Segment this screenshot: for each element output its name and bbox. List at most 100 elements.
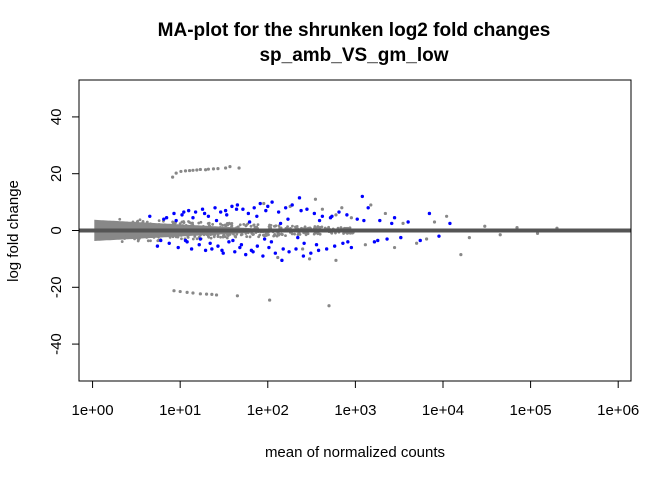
band-point bbox=[228, 232, 232, 235]
band-point bbox=[257, 235, 261, 239]
band-point bbox=[181, 224, 185, 227]
band-point bbox=[226, 222, 229, 226]
band-point bbox=[304, 233, 308, 237]
point-not-significant bbox=[178, 289, 182, 294]
point-significant bbox=[320, 214, 325, 219]
point-significant bbox=[273, 251, 278, 255]
point-not-significant bbox=[262, 201, 266, 206]
x-tick-label: 1e+00 bbox=[71, 402, 113, 419]
point-significant bbox=[225, 213, 229, 217]
point-significant bbox=[197, 242, 201, 247]
band-point bbox=[145, 221, 149, 225]
point-not-significant bbox=[228, 165, 232, 169]
point-significant bbox=[220, 248, 224, 253]
point-not-significant bbox=[301, 247, 305, 251]
band-point bbox=[216, 235, 220, 238]
point-not-significant bbox=[185, 290, 189, 295]
band-point bbox=[161, 223, 164, 227]
band-point bbox=[172, 233, 176, 237]
non-significant-points bbox=[171, 165, 559, 308]
band-point bbox=[345, 231, 349, 235]
band-point bbox=[182, 231, 186, 235]
point-significant bbox=[345, 213, 349, 217]
band-point bbox=[136, 236, 140, 240]
point-not-significant bbox=[327, 304, 331, 308]
point-significant bbox=[378, 218, 382, 223]
band-point bbox=[157, 219, 161, 223]
band-point bbox=[131, 220, 135, 224]
band-point bbox=[277, 224, 281, 228]
point-significant bbox=[235, 203, 240, 207]
point-significant bbox=[180, 213, 184, 217]
point-significant bbox=[216, 244, 220, 248]
y-tick-label: 0 bbox=[48, 226, 65, 234]
y-axis: -40 -20 0 20 40 bbox=[48, 109, 80, 355]
point-significant bbox=[283, 206, 288, 210]
band-point bbox=[130, 234, 134, 238]
band-point bbox=[280, 233, 284, 237]
point-significant bbox=[399, 235, 403, 240]
band-point bbox=[211, 232, 215, 236]
band-point bbox=[251, 233, 255, 237]
point-significant bbox=[390, 221, 394, 226]
point-significant bbox=[255, 214, 259, 219]
point-not-significant bbox=[334, 258, 338, 262]
point-significant bbox=[266, 204, 270, 209]
point-significant bbox=[164, 216, 169, 220]
point-not-significant bbox=[383, 211, 387, 216]
point-not-significant bbox=[535, 231, 540, 235]
point-significant bbox=[172, 211, 176, 216]
point-significant bbox=[186, 208, 191, 213]
band-point bbox=[219, 222, 222, 226]
chart-subtitle: sp_amb_VS_gm_low bbox=[259, 45, 448, 66]
point-not-significant bbox=[214, 293, 219, 297]
point-significant bbox=[341, 241, 345, 245]
point-significant bbox=[174, 218, 178, 223]
band-point bbox=[318, 226, 322, 229]
band-point bbox=[191, 221, 194, 225]
point-significant bbox=[230, 204, 234, 209]
point-significant bbox=[286, 217, 290, 221]
point-significant bbox=[276, 210, 281, 214]
point-significant bbox=[223, 208, 228, 213]
point-not-significant bbox=[235, 294, 239, 298]
point-significant bbox=[185, 240, 189, 244]
band-point bbox=[202, 233, 206, 237]
point-significant bbox=[191, 216, 195, 220]
point-significant bbox=[299, 208, 303, 213]
point-not-significant bbox=[237, 166, 241, 170]
band-point bbox=[163, 223, 167, 227]
point-significant bbox=[247, 220, 252, 224]
chart-title: MA-plot for the shrunken log2 fold chang… bbox=[158, 20, 551, 41]
band-point bbox=[118, 217, 122, 221]
point-significant bbox=[314, 242, 319, 247]
band-point bbox=[149, 234, 153, 237]
point-significant bbox=[337, 210, 341, 214]
band-point bbox=[199, 225, 202, 229]
point-significant bbox=[262, 237, 267, 241]
band-point bbox=[339, 226, 343, 229]
point-not-significant bbox=[191, 291, 195, 295]
band-point bbox=[219, 235, 222, 239]
point-not-significant bbox=[198, 292, 202, 296]
band-point bbox=[235, 232, 239, 236]
point-significant bbox=[418, 238, 422, 243]
band-point bbox=[129, 232, 133, 236]
point-significant bbox=[148, 214, 152, 219]
band-point bbox=[249, 224, 253, 228]
band-point bbox=[275, 234, 279, 238]
point-significant bbox=[213, 206, 217, 210]
band-point bbox=[256, 223, 260, 227]
point-significant bbox=[200, 207, 205, 211]
band-point bbox=[157, 235, 160, 239]
band-point bbox=[173, 221, 176, 225]
point-not-significant bbox=[183, 169, 188, 173]
point-significant bbox=[301, 254, 306, 258]
band-point bbox=[146, 239, 150, 243]
point-not-significant bbox=[415, 241, 419, 245]
point-not-significant bbox=[203, 168, 208, 172]
band-point bbox=[121, 222, 125, 226]
point-not-significant bbox=[211, 167, 216, 171]
point-significant bbox=[208, 241, 212, 245]
point-significant bbox=[296, 235, 300, 240]
